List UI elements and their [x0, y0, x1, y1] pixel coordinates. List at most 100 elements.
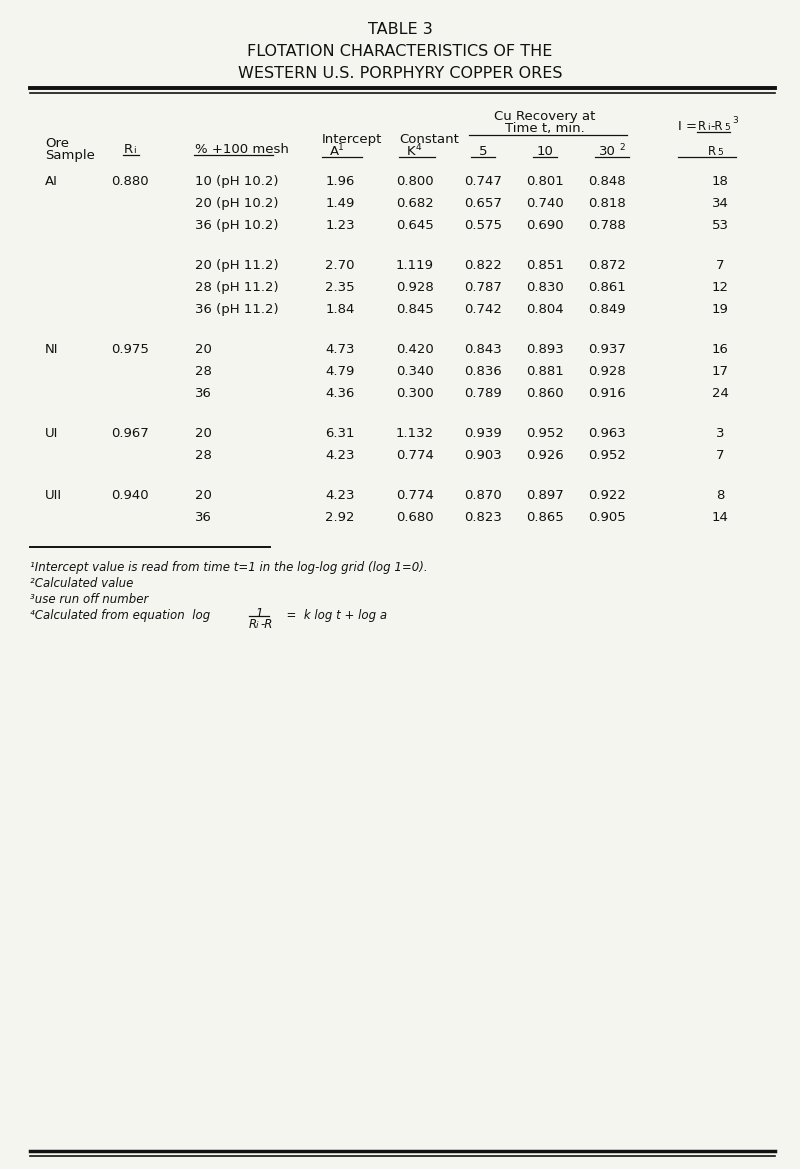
Text: R: R	[698, 120, 706, 133]
Text: 0.848: 0.848	[588, 175, 626, 188]
Text: 0.823: 0.823	[464, 511, 502, 524]
Text: R: R	[124, 143, 133, 155]
Text: WESTERN U.S. PORPHYRY COPPER ORES: WESTERN U.S. PORPHYRY COPPER ORES	[238, 65, 562, 81]
Text: 0.870: 0.870	[464, 489, 502, 502]
Text: 34: 34	[711, 198, 729, 210]
Text: 0.939: 0.939	[464, 427, 502, 440]
Text: 0.645: 0.645	[396, 219, 434, 231]
Text: 2.92: 2.92	[326, 511, 354, 524]
Text: 0.774: 0.774	[396, 489, 434, 502]
Text: 3: 3	[732, 116, 738, 125]
Text: 18: 18	[711, 175, 729, 188]
Text: 8: 8	[716, 489, 724, 502]
Text: 28: 28	[195, 449, 212, 462]
Text: 0.922: 0.922	[588, 489, 626, 502]
Text: 0.843: 0.843	[464, 343, 502, 357]
Text: 5: 5	[724, 123, 730, 132]
Text: 0.657: 0.657	[464, 198, 502, 210]
Text: i: i	[256, 621, 258, 630]
Text: 4.23: 4.23	[326, 449, 354, 462]
Text: 20: 20	[195, 489, 212, 502]
Text: 28 (pH 11.2): 28 (pH 11.2)	[195, 281, 278, 293]
Text: 0.897: 0.897	[526, 489, 564, 502]
Text: -R: -R	[710, 120, 722, 133]
Text: 30: 30	[598, 145, 615, 158]
Text: FLOTATION CHARACTERISTICS OF THE: FLOTATION CHARACTERISTICS OF THE	[247, 44, 553, 58]
Text: 4.79: 4.79	[326, 365, 354, 378]
Text: 1: 1	[338, 143, 344, 152]
Text: ²Calculated value: ²Calculated value	[30, 577, 134, 590]
Text: 0.680: 0.680	[396, 511, 434, 524]
Text: 0.774: 0.774	[396, 449, 434, 462]
Text: 0.865: 0.865	[526, 511, 564, 524]
Text: 16: 16	[711, 343, 729, 357]
Text: 0.967: 0.967	[111, 427, 149, 440]
Text: 0.740: 0.740	[526, 198, 564, 210]
Text: -R: -R	[260, 618, 272, 631]
Text: 0.747: 0.747	[464, 175, 502, 188]
Text: UII: UII	[45, 489, 62, 502]
Text: 0.926: 0.926	[526, 449, 564, 462]
Text: 28: 28	[195, 365, 212, 378]
Text: R: R	[708, 145, 716, 158]
Text: 0.801: 0.801	[526, 175, 564, 188]
Text: % +100 mesh: % +100 mesh	[195, 143, 289, 155]
Text: 0.851: 0.851	[526, 260, 564, 272]
Text: 12: 12	[711, 281, 729, 293]
Text: 0.845: 0.845	[396, 303, 434, 316]
Text: 5: 5	[478, 145, 487, 158]
Text: 0.800: 0.800	[396, 175, 434, 188]
Text: 0.340: 0.340	[396, 365, 434, 378]
Text: Cu Recovery at: Cu Recovery at	[494, 110, 596, 123]
Text: 1.119: 1.119	[396, 260, 434, 272]
Text: Constant: Constant	[399, 133, 459, 146]
Text: Ore: Ore	[45, 137, 69, 150]
Text: 7: 7	[716, 449, 724, 462]
Text: 3: 3	[716, 427, 724, 440]
Text: 0.690: 0.690	[526, 219, 564, 231]
Text: i: i	[707, 123, 710, 132]
Text: K: K	[407, 145, 416, 158]
Text: 0.788: 0.788	[588, 219, 626, 231]
Text: AI: AI	[45, 175, 58, 188]
Text: 0.861: 0.861	[588, 281, 626, 293]
Text: ⁴Calculated from equation  log: ⁴Calculated from equation log	[30, 609, 210, 622]
Text: 1.84: 1.84	[326, 303, 354, 316]
Text: 0.975: 0.975	[111, 343, 149, 357]
Text: 20: 20	[195, 343, 212, 357]
Text: 24: 24	[711, 387, 729, 400]
Text: 0.836: 0.836	[464, 365, 502, 378]
Text: 2: 2	[619, 143, 625, 152]
Text: 0.789: 0.789	[464, 387, 502, 400]
Text: Time t, min.: Time t, min.	[505, 122, 585, 134]
Text: 19: 19	[711, 303, 729, 316]
Text: 20 (pH 10.2): 20 (pH 10.2)	[195, 198, 278, 210]
Text: 4.23: 4.23	[326, 489, 354, 502]
Text: ¹Intercept value is read from time t=1 in the log-log grid (log 1=0).: ¹Intercept value is read from time t=1 i…	[30, 561, 428, 574]
Text: 36: 36	[195, 511, 212, 524]
Text: 0.916: 0.916	[588, 387, 626, 400]
Text: 20: 20	[195, 427, 212, 440]
Text: 0.742: 0.742	[464, 303, 502, 316]
Text: 0.937: 0.937	[588, 343, 626, 357]
Text: 0.903: 0.903	[464, 449, 502, 462]
Text: 0.952: 0.952	[588, 449, 626, 462]
Text: 6.31: 6.31	[326, 427, 354, 440]
Text: 1.49: 1.49	[326, 198, 354, 210]
Text: 5: 5	[717, 148, 722, 157]
Text: 20 (pH 11.2): 20 (pH 11.2)	[195, 260, 278, 272]
Text: 1.96: 1.96	[326, 175, 354, 188]
Text: 17: 17	[711, 365, 729, 378]
Text: TABLE 3: TABLE 3	[368, 22, 432, 37]
Text: 0.300: 0.300	[396, 387, 434, 400]
Text: 0.928: 0.928	[588, 365, 626, 378]
Text: 4.73: 4.73	[326, 343, 354, 357]
Text: 0.872: 0.872	[588, 260, 626, 272]
Text: 7: 7	[716, 260, 724, 272]
Text: 10 (pH 10.2): 10 (pH 10.2)	[195, 175, 278, 188]
Text: 53: 53	[711, 219, 729, 231]
Text: 0.940: 0.940	[111, 489, 149, 502]
Text: 2.35: 2.35	[325, 281, 355, 293]
Text: NI: NI	[45, 343, 58, 357]
Text: 10: 10	[537, 145, 554, 158]
